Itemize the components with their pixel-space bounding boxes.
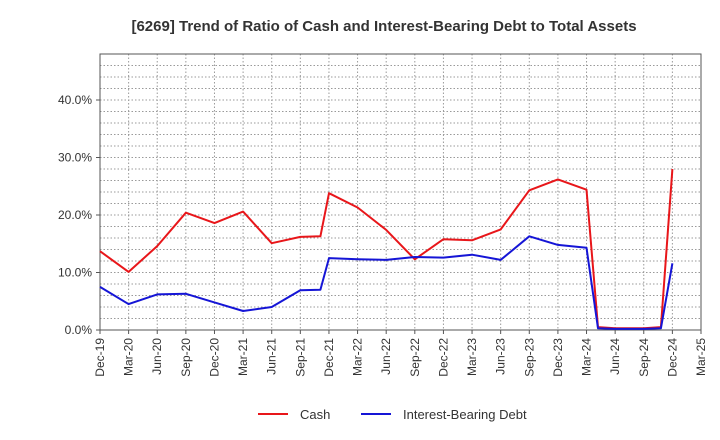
series-line-cash — [99, 168, 674, 330]
series-line-interest-bearing-debt — [99, 235, 674, 330]
x-tick-label: Mar-20 — [122, 338, 136, 376]
legend-label-interest-bearing-debt: Interest-Bearing Debt — [403, 407, 527, 422]
x-tick-label: Jun-24 — [608, 338, 622, 375]
x-tick-label: Jun-22 — [379, 338, 393, 375]
x-tick-label: Mar-25 — [694, 338, 708, 376]
x-tick-label: Jun-20 — [150, 338, 164, 375]
x-tick-label: Dec-20 — [207, 338, 221, 377]
x-tick-label: Sep-20 — [179, 338, 193, 377]
plot-area-frame — [99, 53, 702, 331]
x-tick-layer: Dec-19 Mar-20 Jun-20 Sep-20 Dec-20 Mar-21 Jun-… — [93, 330, 708, 377]
y-tick-label: 10.0% — [58, 266, 92, 280]
x-tick-label: Sep-23 — [522, 338, 536, 377]
x-tick-label: Sep-21 — [293, 338, 307, 377]
x-tick-label: Mar-24 — [580, 338, 594, 376]
y-tick-layer: 0.0% 10.0% 20.0% 30.0% 40.0% — [58, 93, 100, 337]
x-tick-label: Dec-21 — [322, 338, 336, 377]
x-tick-label: Mar-23 — [465, 338, 479, 376]
y-tick-label: 40.0% — [58, 93, 92, 107]
x-tick-label: Sep-22 — [408, 338, 422, 377]
x-tick-label: Dec-23 — [551, 338, 565, 377]
x-tick-label: Dec-22 — [436, 338, 450, 377]
y-tick-label: 0.0% — [65, 323, 93, 337]
x-tick-label: Dec-19 — [93, 338, 107, 377]
x-tick-label: Jun-23 — [494, 338, 508, 375]
y-tick-label: 20.0% — [58, 208, 92, 222]
x-tick-label: Dec-24 — [665, 338, 679, 377]
series-layer — [99, 168, 674, 330]
chart-title: [6269] Trend of Ratio of Cash and Intere… — [131, 18, 636, 35]
legend-label-cash: Cash — [300, 407, 330, 422]
y-tick-label: 30.0% — [58, 151, 92, 165]
grid-layer — [99, 53, 702, 331]
x-tick-label: Sep-24 — [637, 338, 651, 377]
legend: Cash Interest-Bearing Debt — [258, 407, 527, 422]
x-tick-label: Jun-21 — [265, 338, 279, 375]
x-tick-label: Mar-22 — [351, 338, 365, 376]
x-tick-label: Mar-21 — [236, 338, 250, 376]
